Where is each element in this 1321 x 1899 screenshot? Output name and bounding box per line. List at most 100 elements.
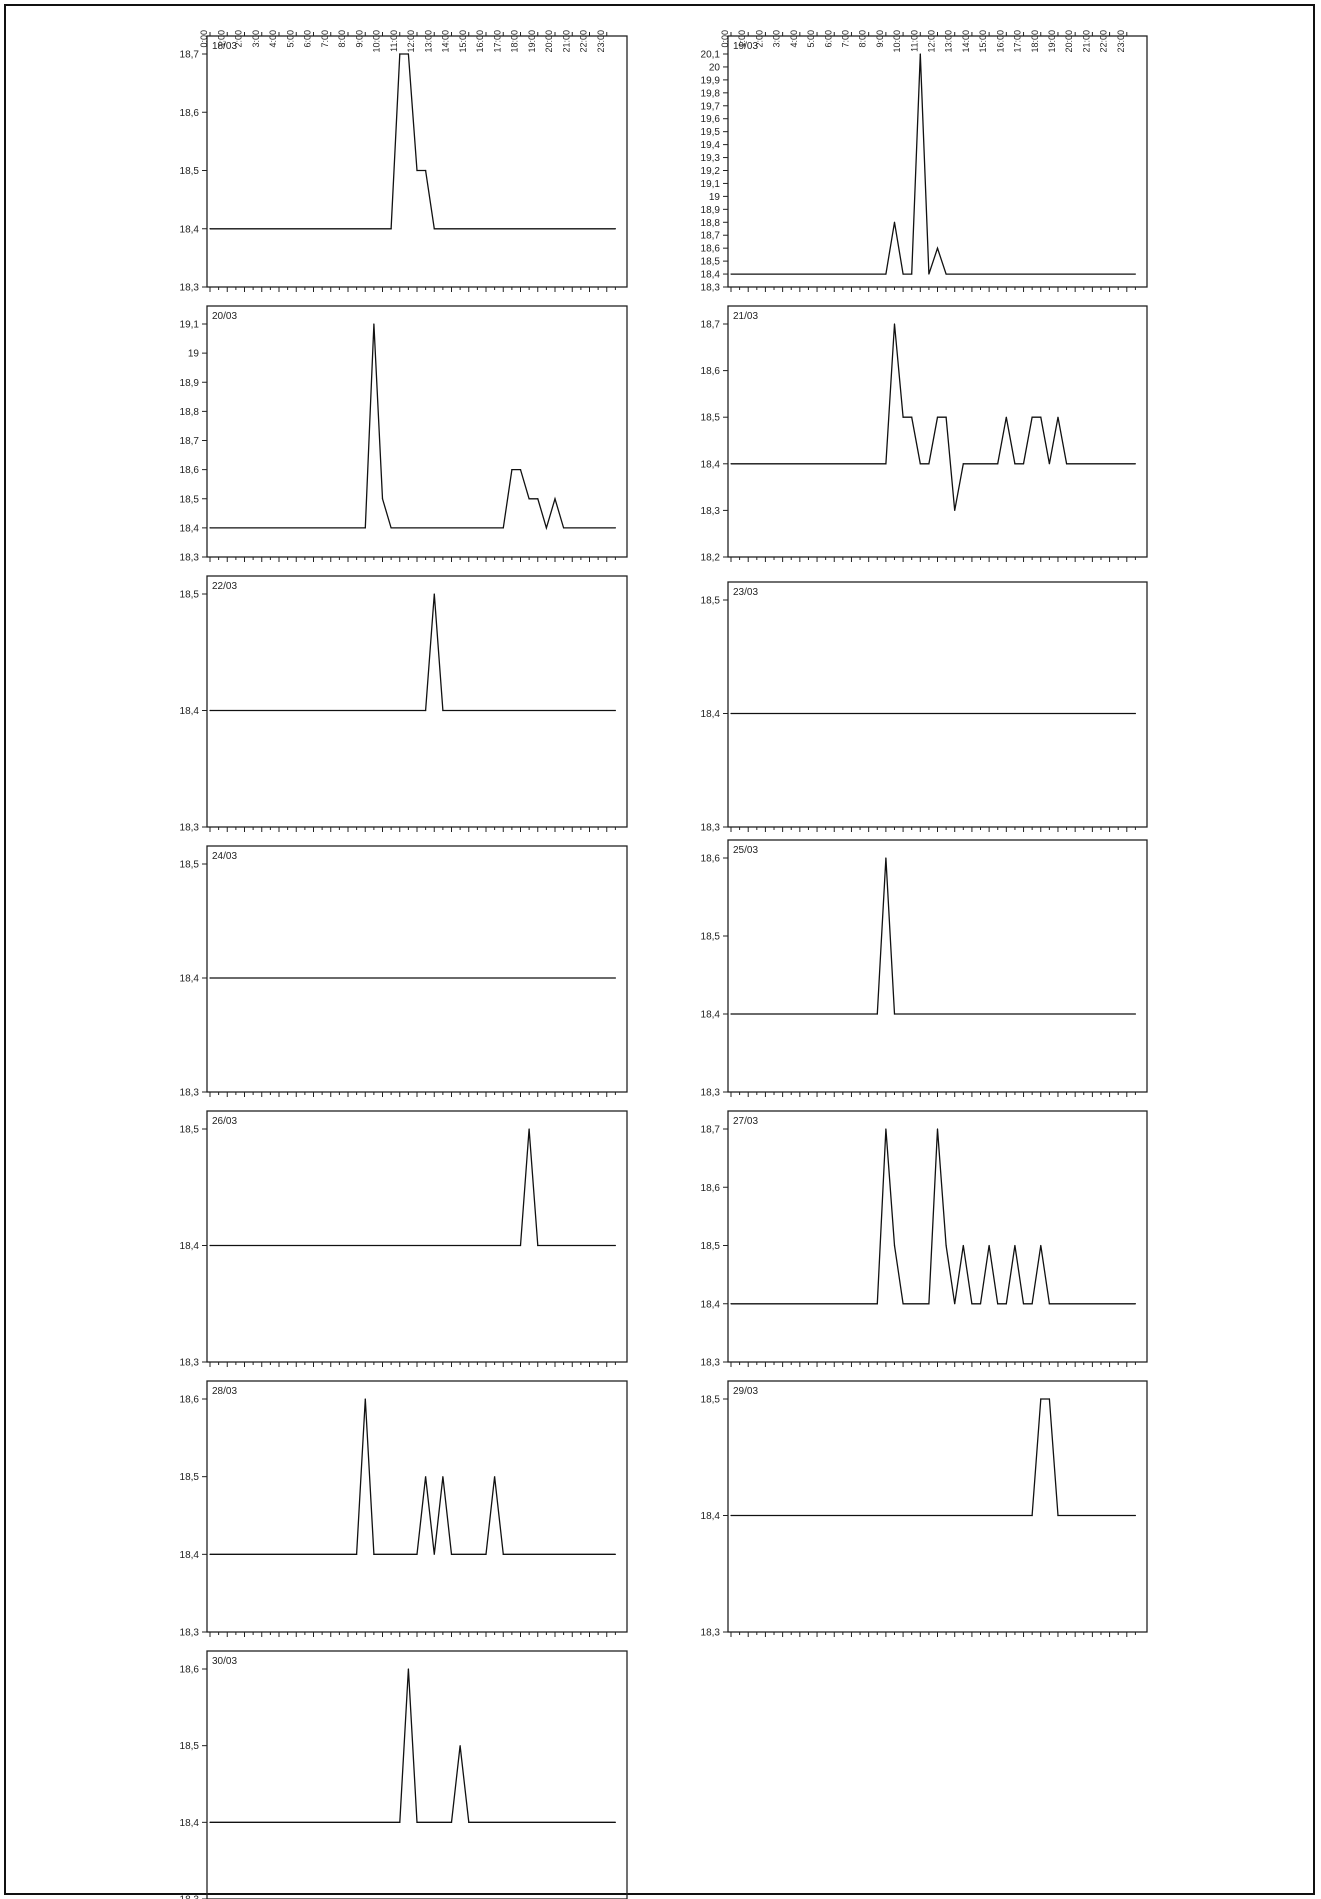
- data-point: [381, 498, 384, 500]
- y-tick-label: 18,5: [180, 1741, 200, 1752]
- data-point: [936, 247, 939, 249]
- data-point: [979, 1303, 982, 1305]
- x-tick-label: 21:00: [1081, 30, 1091, 53]
- data-point: [614, 228, 616, 230]
- data-point: [528, 498, 530, 500]
- series-points: [209, 1128, 616, 1247]
- data-point: [614, 1244, 616, 1247]
- y-tick-label: 18,7: [180, 436, 200, 447]
- plot-frame: [206, 845, 628, 1093]
- y-tick-label: 18,4: [180, 706, 200, 717]
- data-point: [1134, 273, 1136, 275]
- x-axis-ticks: [730, 1632, 1136, 1637]
- x-tick-label: 20:00: [1064, 30, 1074, 53]
- data-point: [919, 463, 921, 465]
- data-point: [614, 1821, 616, 1823]
- x-axis-top-labels: 0:00 1:00 2:00 3:00 4:00 5:00 6:00 7:00 8:00 9:00…: [199, 30, 608, 53]
- data-point: [494, 1476, 496, 1478]
- y-tick-label: 18,5: [701, 596, 721, 607]
- data-point: [945, 416, 947, 418]
- y-tick-label: 19,5: [701, 127, 721, 138]
- chart-title: 22/03: [212, 581, 237, 592]
- data-point: [209, 1553, 211, 1555]
- y-axis: 18,3 18,4 18,5 18,6 18,7: [701, 1125, 728, 1369]
- data-point: [1031, 1514, 1033, 1517]
- x-tick-label: 15:00: [978, 30, 988, 53]
- x-tick-label: 16:00: [475, 30, 485, 53]
- data-point: [919, 53, 921, 55]
- x-tick-label: 14:00: [441, 30, 451, 53]
- chart-title: 26/03: [212, 1116, 237, 1127]
- plot-frame: [206, 1650, 628, 1899]
- data-point: [519, 469, 522, 471]
- y-tick-label: 18,3: [180, 1628, 200, 1639]
- x-tick-label: 13:00: [944, 30, 954, 53]
- x-tick-label: 21:00: [561, 30, 571, 53]
- data-point: [1005, 1303, 1007, 1305]
- series-line: [731, 1128, 1136, 1305]
- y-tick-label: 18,5: [180, 1125, 200, 1136]
- series-points: [209, 1398, 616, 1555]
- series-points: [730, 323, 1136, 511]
- data-point: [902, 1303, 904, 1305]
- chart-panel: 18,3 18,4 18,5 23/03: [701, 581, 1148, 834]
- x-axis-top-labels: 0:00 1:00 2:00 3:00 4:00 5:00 6:00 7:00 8:00 9:00…: [720, 30, 1128, 53]
- x-tick-label: 5:00: [285, 30, 295, 48]
- y-tick-label: 18,3: [701, 283, 721, 294]
- data-point: [459, 1745, 461, 1747]
- plot-frame: [206, 1380, 628, 1633]
- x-tick-label: 4:00: [789, 30, 799, 48]
- chart-title: 18/03: [212, 41, 237, 52]
- y-tick-label: 18,3: [180, 283, 200, 294]
- chart-panel: 18,3 18,4 18,5 18,6 18,7 18,8 18,9 19 19,1 19,2 19…: [701, 30, 1148, 294]
- plot-frame: [727, 1380, 1148, 1633]
- y-axis: 18,3 18,4 18,5 18,6 18,7 18,8 18,9 19 19,1 19,2 19…: [701, 50, 728, 294]
- y-axis: 18,3 18,4 18,5: [701, 1395, 728, 1639]
- y-axis: 18,3 18,4 18,5: [701, 596, 728, 834]
- x-tick-label: 10:00: [372, 30, 382, 53]
- y-tick-label: 18,4: [701, 1511, 721, 1522]
- y-tick-label: 18,4: [180, 1550, 200, 1561]
- x-tick-label: 11:00: [909, 30, 919, 52]
- data-point: [893, 1013, 896, 1015]
- data-point: [545, 527, 547, 529]
- x-tick-label: 10:00: [892, 30, 902, 53]
- data-point: [1031, 416, 1033, 418]
- data-point: [876, 1013, 878, 1015]
- data-point: [1048, 463, 1050, 465]
- x-tick-label: 4:00: [268, 30, 278, 48]
- data-point: [416, 1821, 418, 1823]
- chart-title: 25/03: [733, 845, 758, 856]
- y-tick-label: 18,6: [180, 1665, 200, 1676]
- x-tick-label: 20:00: [544, 30, 554, 53]
- y-tick-label: 20,1: [701, 50, 721, 61]
- data-point: [893, 1244, 896, 1247]
- y-tick-label: 19,9: [701, 75, 721, 86]
- data-point: [1014, 463, 1016, 465]
- y-tick-label: 18,3: [180, 1895, 200, 1899]
- data-point: [1022, 463, 1025, 465]
- data-point: [364, 1398, 366, 1400]
- x-tick-label: 7:00: [320, 30, 330, 48]
- y-tick-label: 18,5: [180, 860, 200, 871]
- series-points: [730, 53, 1136, 275]
- data-point: [1031, 1303, 1033, 1305]
- x-tick-label: 5:00: [806, 30, 816, 48]
- data-point: [730, 1013, 732, 1015]
- data-point: [209, 228, 211, 230]
- data-point: [902, 416, 904, 418]
- chart-title: 19/03: [733, 41, 758, 52]
- y-tick-label: 18,6: [701, 366, 721, 377]
- data-point: [911, 273, 913, 275]
- data-point: [1134, 1303, 1136, 1305]
- x-tick-label: 3:00: [772, 30, 782, 48]
- y-tick-label: 18,6: [701, 854, 721, 865]
- data-point: [519, 1244, 522, 1247]
- x-tick-label: 22:00: [1099, 30, 1109, 53]
- chart-title: 23/03: [733, 587, 758, 598]
- y-tick-label: 18,8: [180, 407, 200, 418]
- y-tick-label: 18,6: [180, 1395, 200, 1406]
- data-point: [209, 977, 211, 979]
- data-point: [442, 709, 444, 712]
- chart-panel: 18,3 18,4 18,5 18,6 18,7 18,8 18,9 19 19,1 20/03: [180, 305, 628, 564]
